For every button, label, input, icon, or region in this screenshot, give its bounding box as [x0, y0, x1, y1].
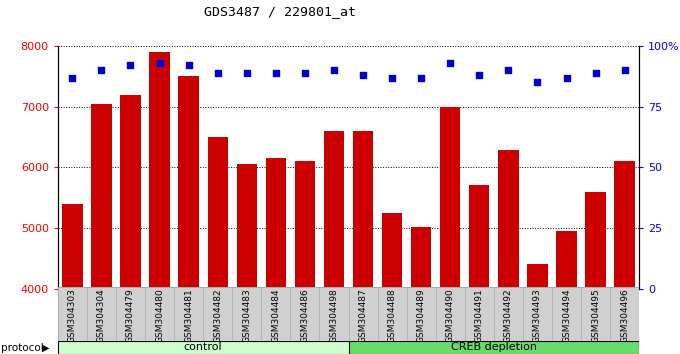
Point: [415, 75, 426, 80]
Bar: [145, 287, 174, 342]
Bar: [581, 287, 610, 342]
Point: [561, 75, 572, 80]
Bar: [120, 95, 141, 354]
Point: [474, 72, 485, 78]
Bar: [411, 227, 431, 354]
Text: CREB depletion: CREB depletion: [451, 342, 537, 352]
Point: [271, 70, 282, 75]
Bar: [207, 137, 228, 354]
Bar: [203, 287, 232, 342]
Bar: [58, 341, 348, 354]
Bar: [266, 158, 286, 354]
Point: [503, 67, 514, 73]
Text: GSM304496: GSM304496: [620, 289, 629, 343]
Point: [125, 63, 136, 68]
Bar: [527, 264, 547, 354]
Bar: [382, 213, 403, 354]
Bar: [294, 161, 315, 354]
Bar: [116, 287, 145, 342]
Bar: [353, 131, 373, 354]
Bar: [523, 287, 552, 342]
Text: protocol: protocol: [1, 343, 44, 353]
Bar: [261, 287, 290, 342]
Bar: [552, 287, 581, 342]
Bar: [348, 341, 639, 354]
Text: ▶: ▶: [42, 343, 50, 353]
Text: GSM304487: GSM304487: [358, 289, 367, 343]
Bar: [436, 287, 465, 342]
Bar: [615, 161, 635, 354]
Point: [96, 67, 107, 73]
Point: [284, 264, 295, 270]
Bar: [62, 204, 82, 354]
Text: GSM304492: GSM304492: [504, 289, 513, 343]
Bar: [91, 104, 112, 354]
Text: GSM304484: GSM304484: [271, 289, 280, 343]
Bar: [494, 287, 523, 342]
Text: GSM304483: GSM304483: [242, 289, 251, 343]
Bar: [498, 150, 519, 354]
Bar: [440, 107, 460, 354]
Bar: [377, 287, 407, 342]
Bar: [150, 52, 170, 354]
Bar: [178, 76, 199, 354]
Bar: [585, 192, 606, 354]
Point: [67, 75, 78, 80]
Bar: [232, 287, 261, 342]
Text: GSM304491: GSM304491: [475, 289, 483, 343]
Point: [241, 70, 252, 75]
Point: [183, 63, 194, 68]
Point: [299, 70, 310, 75]
Bar: [237, 164, 257, 354]
Bar: [348, 287, 377, 342]
Point: [532, 80, 543, 85]
Bar: [324, 131, 344, 354]
Text: GSM304489: GSM304489: [417, 289, 426, 343]
Bar: [465, 287, 494, 342]
Text: GDS3487 / 229801_at: GDS3487 / 229801_at: [204, 5, 356, 18]
Point: [590, 70, 601, 75]
Point: [328, 67, 339, 73]
Text: GSM304304: GSM304304: [97, 289, 106, 343]
Text: GSM304480: GSM304480: [155, 289, 164, 343]
Text: GSM304481: GSM304481: [184, 289, 193, 343]
Text: GSM304498: GSM304498: [330, 289, 339, 343]
Text: GSM304488: GSM304488: [388, 289, 396, 343]
Text: GSM304486: GSM304486: [301, 289, 309, 343]
Bar: [610, 287, 639, 342]
Text: GSM304479: GSM304479: [126, 289, 135, 343]
Text: GSM304494: GSM304494: [562, 289, 571, 343]
Text: GSM304303: GSM304303: [68, 289, 77, 343]
Point: [358, 72, 369, 78]
Point: [284, 95, 295, 100]
Point: [445, 60, 456, 66]
Text: GSM304482: GSM304482: [214, 289, 222, 343]
Text: control: control: [184, 342, 222, 352]
Bar: [290, 287, 320, 342]
Bar: [87, 287, 116, 342]
Bar: [556, 231, 577, 354]
Point: [154, 60, 165, 66]
Bar: [58, 287, 87, 342]
Point: [619, 67, 630, 73]
Point: [212, 70, 223, 75]
Bar: [174, 287, 203, 342]
Bar: [407, 287, 436, 342]
Text: GSM304495: GSM304495: [591, 289, 600, 343]
Bar: [320, 287, 348, 342]
Text: GSM304493: GSM304493: [533, 289, 542, 343]
Bar: [469, 185, 490, 354]
Point: [387, 75, 398, 80]
Text: GSM304490: GSM304490: [446, 289, 455, 343]
